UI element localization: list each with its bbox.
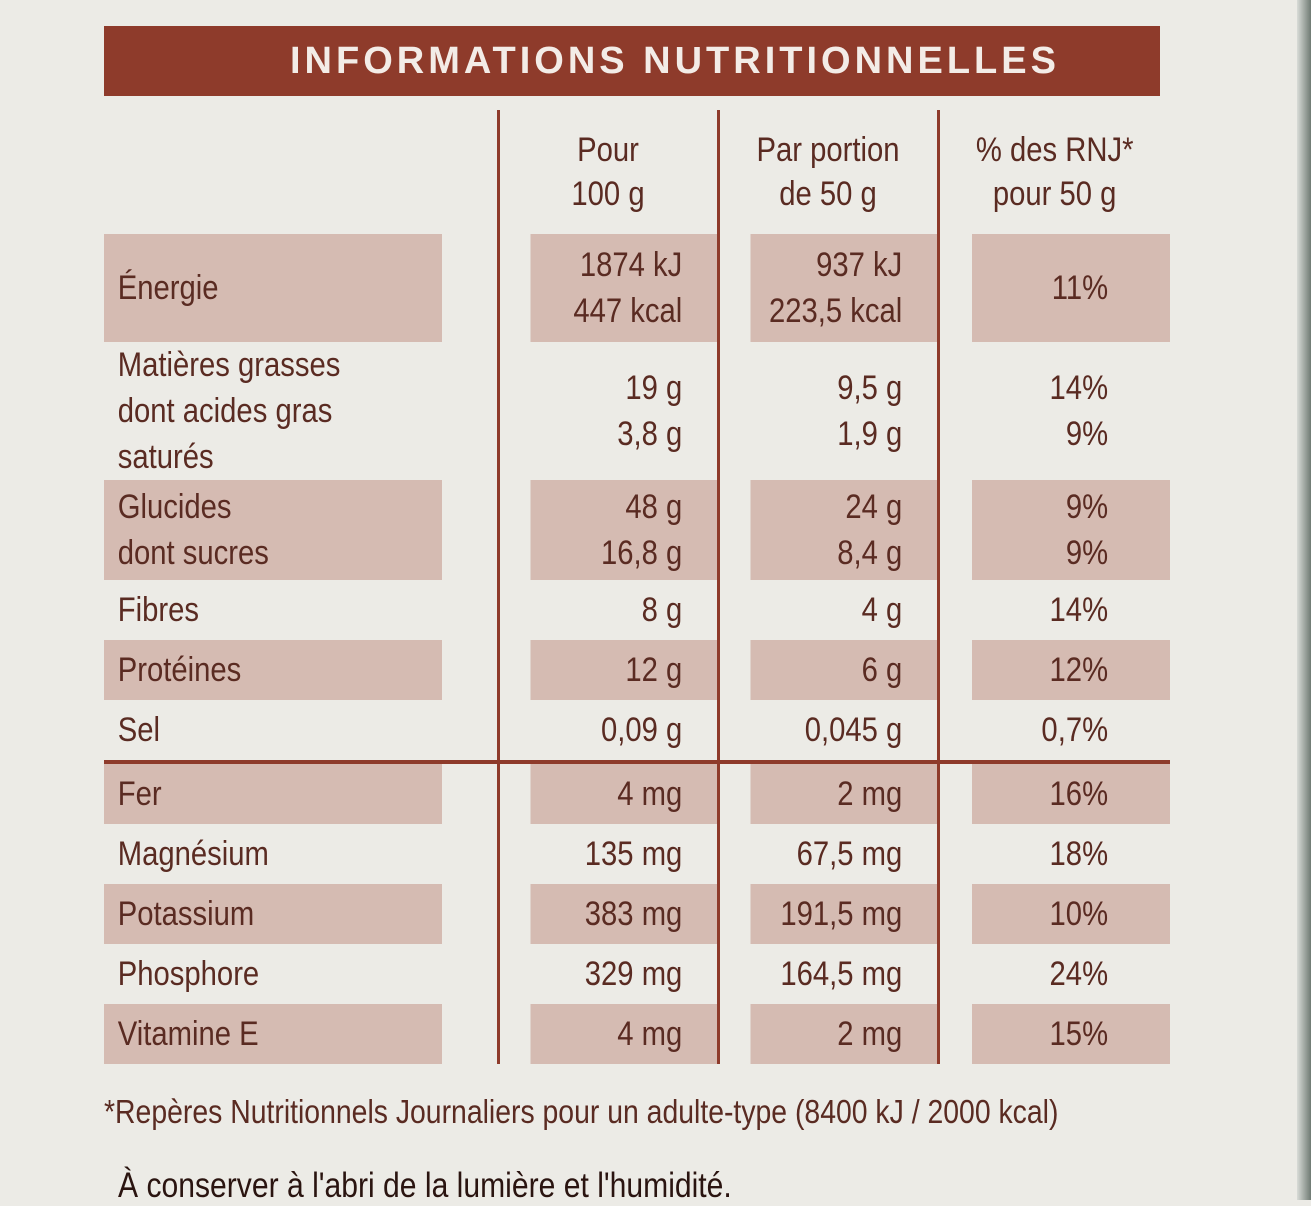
table-row: Magnésium 135 mg 67,5 mg 18% (104, 824, 1170, 884)
value-per-100g: 12 g (527, 640, 718, 700)
nutrient-name: Fibres (117, 591, 200, 629)
value-rnj-percent: 18% (969, 824, 1170, 884)
value-per-portion: 4 g (747, 580, 938, 640)
table-row: Potassium 383 mg 191,5 mg 10% (104, 884, 1170, 944)
value-per-100g: 383 mg (527, 884, 718, 944)
nutrient-name: Fer (104, 762, 443, 824)
nutrition-panel: INFORMATIONS NUTRITIONNELLES Pour 100 g … (104, 26, 1170, 1064)
table-row: Fibres 8 g 4 g 14% (104, 580, 1170, 640)
value-per-100g: 8 g (527, 580, 718, 640)
table-row: Vitamine E 4 mg 2 mg 15% (104, 1004, 1170, 1064)
value-per-portion: 164,5 mg (747, 944, 938, 1004)
value-per-100g: 0,09 g (527, 700, 718, 764)
value-rnj-percent: 14% 9% (969, 342, 1170, 480)
page-edge (1297, 0, 1311, 1200)
value-per-100g: 48 g 16,8 g (527, 480, 718, 580)
value-per-portion: 191,5 mg (747, 884, 938, 944)
value-rnj-percent: 16% (969, 762, 1170, 824)
nutrient-name: Énergie (104, 234, 443, 342)
value-per-portion: 2 mg (747, 762, 938, 824)
storage-instructions: À conserver à l'abri de la lumière et l'… (118, 1166, 732, 1205)
nutrient-name: Vitamine E (104, 1004, 443, 1064)
table-row: Fer 4 mg 2 mg 16% (104, 762, 1170, 824)
table-row: Phosphore 329 mg 164,5 mg 24% (104, 944, 1170, 1004)
table-row: Énergie 1874 kJ 447 kcal 937 kJ 223,5 kcal 11… (104, 234, 1170, 342)
nutrient-name: Matières grasses dont acides gras saturés (117, 346, 341, 476)
value-per-100g: 1874 kJ 447 kcal (527, 234, 718, 342)
header-row: Pour 100 g Par portion de 50 g % des RNJ… (104, 110, 1170, 234)
footnote: *Repères Nutritionnels Journaliers pour … (104, 1093, 1059, 1130)
nutrient-name: Phosphore (117, 955, 260, 993)
header-blank (132, 110, 471, 234)
nutrient-name: Glucides dont sucres (104, 480, 443, 580)
nutrient-name: Protéines (104, 640, 443, 700)
value-rnj-percent: 14% (969, 580, 1170, 640)
header-per-portion: Par portion de 50 g (732, 110, 923, 234)
value-per-100g: 19 g 3,8 g (527, 342, 718, 480)
table-row: Glucides dont sucres 48 g 16,8 g 24 g 8,4 g 9%… (104, 480, 1170, 580)
nutrition-table: Pour 100 g Par portion de 50 g % des RNJ… (104, 110, 1170, 1064)
value-per-portion: 6 g (747, 640, 938, 700)
value-per-portion: 0,045 g (747, 700, 938, 764)
value-rnj-percent: 12% (969, 640, 1170, 700)
header-rnj-percent: % des RNJ* pour 50 g (952, 110, 1154, 234)
value-per-portion: 24 g 8,4 g (747, 480, 938, 580)
value-rnj-percent: 9% 9% (969, 480, 1170, 580)
value-per-portion: 2 mg (747, 1004, 938, 1064)
header-per-100g: Pour 100 g (512, 110, 703, 234)
value-per-100g: 329 mg (527, 944, 718, 1004)
value-rnj-percent: 0,7% (969, 700, 1170, 764)
value-per-portion: 9,5 g 1,9 g (747, 342, 938, 480)
value-rnj-percent: 11% (969, 234, 1170, 342)
table-row: Sel 0,09 g 0,045 g 0,7% (104, 700, 1170, 764)
table-row: Matières grasses dont acides gras saturés… (104, 342, 1170, 480)
nutrient-name: Sel (104, 700, 443, 764)
value-rnj-percent: 15% (969, 1004, 1170, 1064)
value-rnj-percent: 24% (969, 944, 1170, 1004)
table-row: Protéines 12 g 6 g 12% (104, 640, 1170, 700)
value-per-portion: 937 kJ 223,5 kcal (747, 234, 938, 342)
value-rnj-percent: 10% (969, 884, 1170, 944)
value-per-100g: 4 mg (527, 762, 718, 824)
value-per-100g: 135 mg (527, 824, 718, 884)
panel-title: INFORMATIONS NUTRITIONNELLES (104, 26, 1160, 96)
nutrient-name: Potassium (104, 884, 443, 944)
value-per-100g: 4 mg (527, 1004, 718, 1064)
value-per-portion: 67,5 mg (747, 824, 938, 884)
nutrient-name: Magnésium (117, 835, 269, 873)
